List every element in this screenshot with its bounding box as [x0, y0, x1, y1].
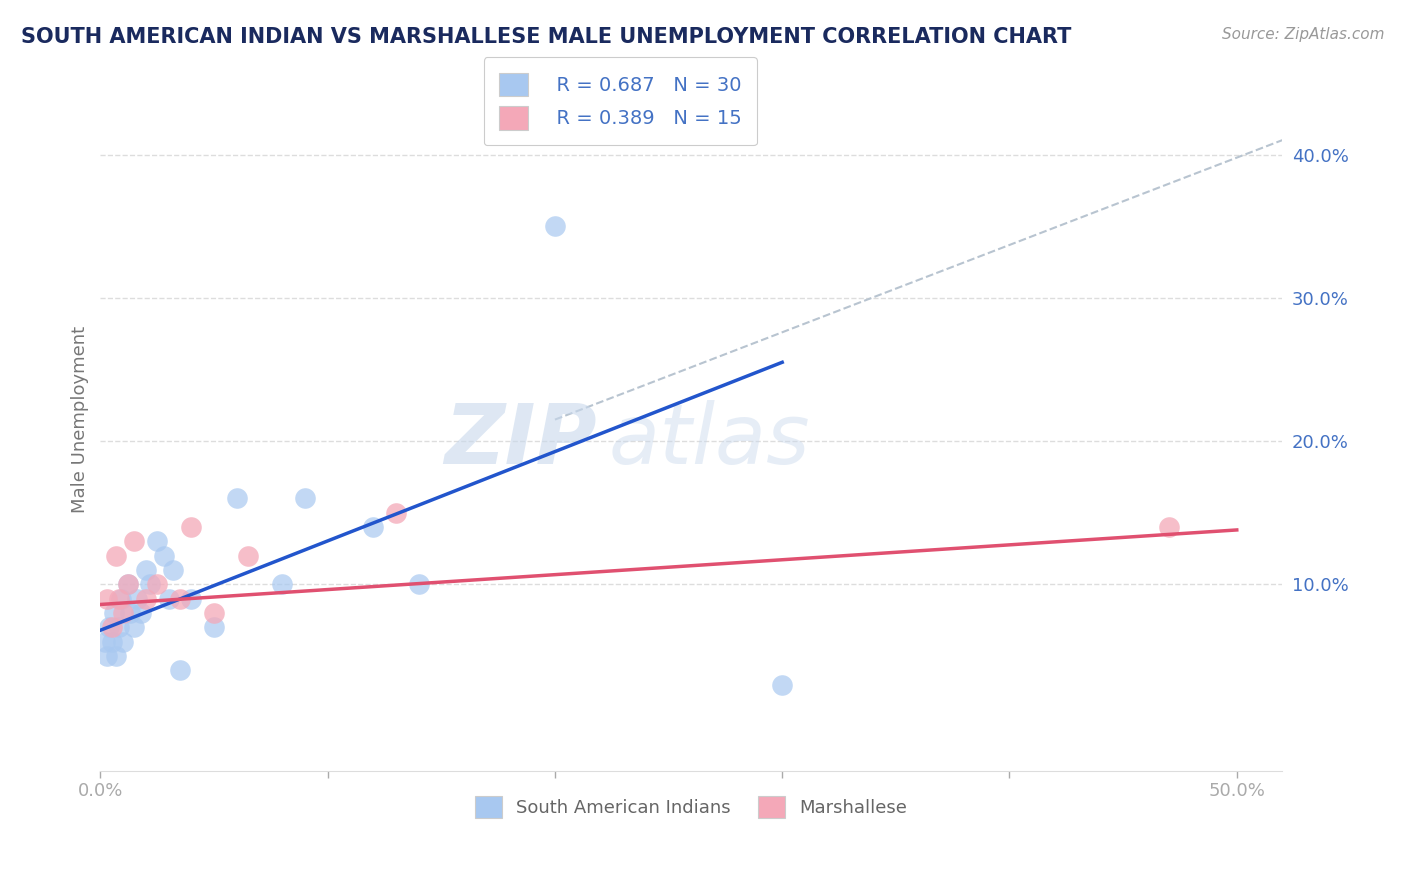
Text: Source: ZipAtlas.com: Source: ZipAtlas.com — [1222, 27, 1385, 42]
Point — [110, 591, 132, 606]
Text: SOUTH AMERICAN INDIAN VS MARSHALLESE MALE UNEMPLOYMENT CORRELATION CHART: SOUTH AMERICAN INDIAN VS MARSHALLESE MAL… — [21, 27, 1071, 46]
Point — [180, 520, 202, 534]
Point — [100, 620, 122, 634]
Point — [124, 620, 146, 634]
Point — [361, 520, 384, 534]
Point — [544, 219, 567, 234]
Point — [169, 664, 191, 678]
Text: atlas: atlas — [609, 401, 810, 481]
Point — [146, 577, 169, 591]
Legend: South American Indians, Marshallese: South American Indians, Marshallese — [468, 789, 915, 825]
Point — [96, 591, 118, 606]
Point — [146, 534, 169, 549]
Point — [1157, 520, 1180, 534]
Point — [105, 549, 128, 563]
Y-axis label: Male Unemployment: Male Unemployment — [72, 326, 89, 513]
Text: ZIP: ZIP — [444, 401, 596, 481]
Point — [202, 620, 225, 634]
Point — [112, 634, 135, 648]
Point — [124, 534, 146, 549]
Point — [294, 491, 316, 506]
Point — [112, 606, 135, 620]
Point — [96, 648, 118, 663]
Point — [408, 577, 430, 591]
Point — [100, 634, 122, 648]
Point — [107, 591, 129, 606]
Point — [162, 563, 184, 577]
Point — [129, 606, 152, 620]
Point — [107, 620, 129, 634]
Point — [770, 678, 793, 692]
Point — [271, 577, 294, 591]
Point — [225, 491, 247, 506]
Point — [236, 549, 259, 563]
Point — [135, 591, 157, 606]
Point — [117, 577, 139, 591]
Point — [385, 506, 408, 520]
Point — [105, 648, 128, 663]
Point — [202, 606, 225, 620]
Point — [169, 591, 191, 606]
Point — [180, 591, 202, 606]
Point — [98, 620, 121, 634]
Point — [135, 563, 157, 577]
Point — [125, 591, 148, 606]
Point — [117, 577, 139, 591]
Point — [139, 577, 162, 591]
Point — [118, 606, 141, 620]
Point — [94, 634, 117, 648]
Point — [153, 549, 176, 563]
Point — [157, 591, 180, 606]
Point — [103, 606, 125, 620]
